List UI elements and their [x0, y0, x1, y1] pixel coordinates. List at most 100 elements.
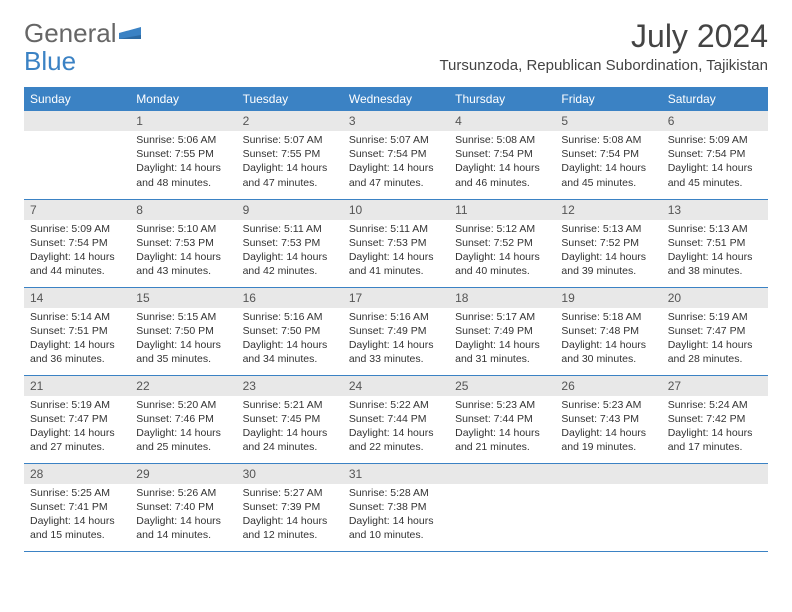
day-number: 2 [237, 111, 343, 131]
day-number: 11 [449, 200, 555, 220]
calendar-week: 28Sunrise: 5:25 AMSunset: 7:41 PMDayligh… [24, 463, 768, 551]
day-number: 25 [449, 376, 555, 396]
calendar-day [662, 463, 768, 551]
day-number: 7 [24, 200, 130, 220]
calendar-day: 26Sunrise: 5:23 AMSunset: 7:43 PMDayligh… [555, 375, 661, 463]
calendar-day: 4Sunrise: 5:08 AMSunset: 7:54 PMDaylight… [449, 111, 555, 199]
calendar-day [555, 463, 661, 551]
day-number: 4 [449, 111, 555, 131]
day-details: Sunrise: 5:25 AMSunset: 7:41 PMDaylight:… [24, 484, 130, 547]
day-number: 6 [662, 111, 768, 131]
day-number: 8 [130, 200, 236, 220]
calendar-day: 15Sunrise: 5:15 AMSunset: 7:50 PMDayligh… [130, 287, 236, 375]
calendar-day: 6Sunrise: 5:09 AMSunset: 7:54 PMDaylight… [662, 111, 768, 199]
calendar-day: 7Sunrise: 5:09 AMSunset: 7:54 PMDaylight… [24, 199, 130, 287]
day-number: 13 [662, 200, 768, 220]
day-details: Sunrise: 5:07 AMSunset: 7:54 PMDaylight:… [343, 131, 449, 194]
calendar-day: 10Sunrise: 5:11 AMSunset: 7:53 PMDayligh… [343, 199, 449, 287]
day-details: Sunrise: 5:16 AMSunset: 7:49 PMDaylight:… [343, 308, 449, 371]
dayname-monday: Monday [130, 87, 236, 111]
day-number: 3 [343, 111, 449, 131]
day-details: Sunrise: 5:28 AMSunset: 7:38 PMDaylight:… [343, 484, 449, 547]
day-details: Sunrise: 5:07 AMSunset: 7:55 PMDaylight:… [237, 131, 343, 194]
day-number: 31 [343, 464, 449, 484]
brand-flag-icon [119, 25, 141, 43]
day-number: 26 [555, 376, 661, 396]
day-details: Sunrise: 5:08 AMSunset: 7:54 PMDaylight:… [555, 131, 661, 194]
day-number: 17 [343, 288, 449, 308]
calendar-day: 19Sunrise: 5:18 AMSunset: 7:48 PMDayligh… [555, 287, 661, 375]
day-number: 19 [555, 288, 661, 308]
day-details: Sunrise: 5:15 AMSunset: 7:50 PMDaylight:… [130, 308, 236, 371]
day-number: 5 [555, 111, 661, 131]
day-number-empty [555, 464, 661, 484]
day-number-empty [24, 111, 130, 131]
day-details: Sunrise: 5:14 AMSunset: 7:51 PMDaylight:… [24, 308, 130, 371]
dayname-sunday: Sunday [24, 87, 130, 111]
calendar-body: 1Sunrise: 5:06 AMSunset: 7:55 PMDaylight… [24, 111, 768, 551]
day-number: 23 [237, 376, 343, 396]
calendar-day: 2Sunrise: 5:07 AMSunset: 7:55 PMDaylight… [237, 111, 343, 199]
calendar-day: 22Sunrise: 5:20 AMSunset: 7:46 PMDayligh… [130, 375, 236, 463]
calendar-day: 21Sunrise: 5:19 AMSunset: 7:47 PMDayligh… [24, 375, 130, 463]
day-details: Sunrise: 5:13 AMSunset: 7:51 PMDaylight:… [662, 220, 768, 283]
calendar-week: 1Sunrise: 5:06 AMSunset: 7:55 PMDaylight… [24, 111, 768, 199]
brand-general: General [24, 18, 117, 49]
day-details: Sunrise: 5:09 AMSunset: 7:54 PMDaylight:… [24, 220, 130, 283]
dayname-saturday: Saturday [662, 87, 768, 111]
day-details: Sunrise: 5:13 AMSunset: 7:52 PMDaylight:… [555, 220, 661, 283]
day-number: 29 [130, 464, 236, 484]
calendar-day: 17Sunrise: 5:16 AMSunset: 7:49 PMDayligh… [343, 287, 449, 375]
brand-logo: General [24, 18, 141, 49]
calendar-head: SundayMondayTuesdayWednesdayThursdayFrid… [24, 87, 768, 111]
day-number: 1 [130, 111, 236, 131]
day-details: Sunrise: 5:27 AMSunset: 7:39 PMDaylight:… [237, 484, 343, 547]
day-number: 28 [24, 464, 130, 484]
dayname-tuesday: Tuesday [237, 87, 343, 111]
day-number: 21 [24, 376, 130, 396]
day-number-empty [449, 464, 555, 484]
day-details: Sunrise: 5:06 AMSunset: 7:55 PMDaylight:… [130, 131, 236, 194]
calendar-day: 24Sunrise: 5:22 AMSunset: 7:44 PMDayligh… [343, 375, 449, 463]
calendar-day [24, 111, 130, 199]
day-number: 24 [343, 376, 449, 396]
day-details: Sunrise: 5:09 AMSunset: 7:54 PMDaylight:… [662, 131, 768, 194]
day-details: Sunrise: 5:24 AMSunset: 7:42 PMDaylight:… [662, 396, 768, 459]
dayname-friday: Friday [555, 87, 661, 111]
calendar-day: 9Sunrise: 5:11 AMSunset: 7:53 PMDaylight… [237, 199, 343, 287]
day-details: Sunrise: 5:08 AMSunset: 7:54 PMDaylight:… [449, 131, 555, 194]
day-number: 9 [237, 200, 343, 220]
day-details: Sunrise: 5:18 AMSunset: 7:48 PMDaylight:… [555, 308, 661, 371]
day-details: Sunrise: 5:23 AMSunset: 7:43 PMDaylight:… [555, 396, 661, 459]
day-details: Sunrise: 5:23 AMSunset: 7:44 PMDaylight:… [449, 396, 555, 459]
day-details: Sunrise: 5:12 AMSunset: 7:52 PMDaylight:… [449, 220, 555, 283]
day-number: 12 [555, 200, 661, 220]
calendar-day: 29Sunrise: 5:26 AMSunset: 7:40 PMDayligh… [130, 463, 236, 551]
day-details: Sunrise: 5:17 AMSunset: 7:49 PMDaylight:… [449, 308, 555, 371]
day-number: 22 [130, 376, 236, 396]
day-details: Sunrise: 5:22 AMSunset: 7:44 PMDaylight:… [343, 396, 449, 459]
day-details: Sunrise: 5:21 AMSunset: 7:45 PMDaylight:… [237, 396, 343, 459]
calendar-day: 3Sunrise: 5:07 AMSunset: 7:54 PMDaylight… [343, 111, 449, 199]
calendar-day: 8Sunrise: 5:10 AMSunset: 7:53 PMDaylight… [130, 199, 236, 287]
dayname-row: SundayMondayTuesdayWednesdayThursdayFrid… [24, 87, 768, 111]
day-number: 27 [662, 376, 768, 396]
calendar-day: 14Sunrise: 5:14 AMSunset: 7:51 PMDayligh… [24, 287, 130, 375]
day-number: 16 [237, 288, 343, 308]
day-details: Sunrise: 5:26 AMSunset: 7:40 PMDaylight:… [130, 484, 236, 547]
dayname-thursday: Thursday [449, 87, 555, 111]
day-number: 18 [449, 288, 555, 308]
calendar-day: 16Sunrise: 5:16 AMSunset: 7:50 PMDayligh… [237, 287, 343, 375]
calendar-day: 25Sunrise: 5:23 AMSunset: 7:44 PMDayligh… [449, 375, 555, 463]
calendar-day: 18Sunrise: 5:17 AMSunset: 7:49 PMDayligh… [449, 287, 555, 375]
day-details: Sunrise: 5:10 AMSunset: 7:53 PMDaylight:… [130, 220, 236, 283]
day-number: 10 [343, 200, 449, 220]
day-number: 14 [24, 288, 130, 308]
calendar-day: 30Sunrise: 5:27 AMSunset: 7:39 PMDayligh… [237, 463, 343, 551]
day-details: Sunrise: 5:19 AMSunset: 7:47 PMDaylight:… [662, 308, 768, 371]
day-details: Sunrise: 5:16 AMSunset: 7:50 PMDaylight:… [237, 308, 343, 371]
calendar-table: SundayMondayTuesdayWednesdayThursdayFrid… [24, 87, 768, 552]
calendar-day: 5Sunrise: 5:08 AMSunset: 7:54 PMDaylight… [555, 111, 661, 199]
day-details: Sunrise: 5:11 AMSunset: 7:53 PMDaylight:… [237, 220, 343, 283]
calendar-day: 12Sunrise: 5:13 AMSunset: 7:52 PMDayligh… [555, 199, 661, 287]
